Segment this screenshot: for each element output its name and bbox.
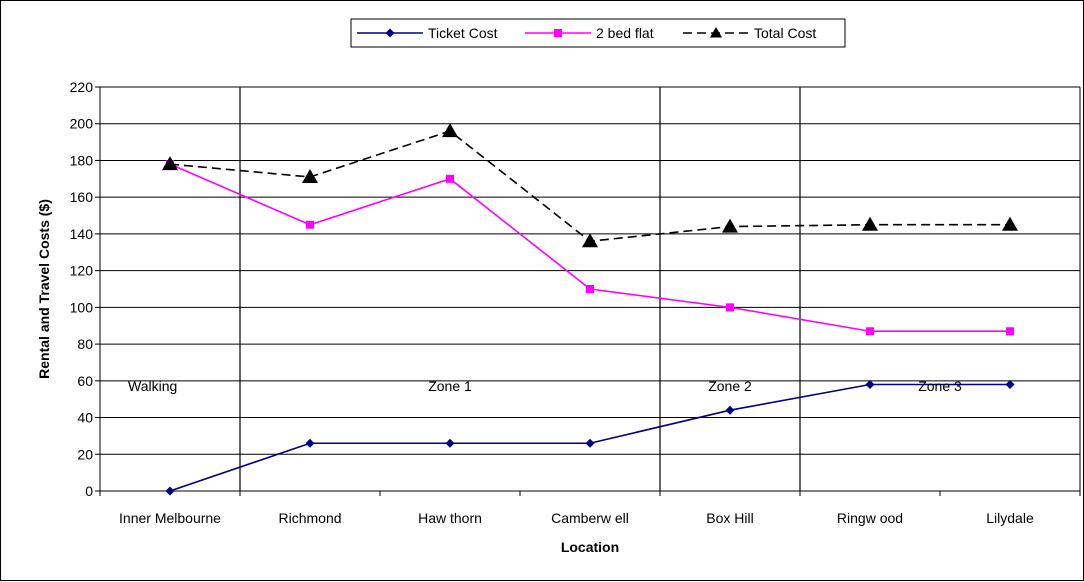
data-point (866, 327, 874, 336)
x-tick-label: Inner Melbourne (119, 510, 221, 526)
x-tick-label: Richmond (278, 510, 341, 526)
data-point (585, 438, 595, 448)
series-line (169, 130, 1010, 243)
data-point (582, 233, 598, 248)
legend-label: Ticket Cost (428, 25, 498, 41)
zone-label: Zone 2 (708, 378, 752, 394)
legend-label: Total Cost (754, 25, 816, 41)
data-point (162, 156, 178, 171)
y-axis-title: Rental and Travel Costs ($) (36, 199, 52, 379)
y-tick-label: 0 (85, 483, 93, 499)
zone-label: Walking (128, 378, 177, 394)
data-point (385, 28, 395, 38)
x-tick-label: Haw thorn (418, 510, 482, 526)
data-point (865, 379, 875, 389)
y-tick-label: 140 (70, 226, 94, 242)
y-tick-label: 160 (70, 189, 94, 205)
zone-label: Zone 1 (428, 378, 472, 394)
x-tick-label: Camberw ell (551, 510, 629, 526)
data-point (862, 216, 878, 231)
y-tick-label: 180 (70, 152, 94, 168)
x-tick-label: Ringw ood (837, 510, 903, 526)
data-point (1002, 216, 1018, 231)
data-point (305, 438, 315, 448)
data-point (710, 27, 722, 38)
x-tick-label: Lilydale (986, 510, 1034, 526)
legend-label: 2 bed flat (596, 25, 654, 41)
series-line (169, 163, 1010, 333)
legend: Ticket Cost 2 bed flat Total Cost (350, 18, 846, 48)
y-tick-label: 80 (77, 336, 93, 352)
data-point (306, 220, 314, 229)
labels: Walking Zone 1 Zone 2 Zone 3 Location Rental … (36, 199, 962, 555)
data-point (1005, 379, 1015, 389)
gridlines (100, 86, 1080, 455)
data-point (726, 303, 734, 312)
y-tick-label: 40 (77, 410, 93, 426)
y-tick-label: 200 (70, 116, 94, 132)
data-point (445, 438, 455, 448)
series (162, 123, 1018, 496)
y-tick-label: 20 (77, 446, 93, 462)
data-point (586, 285, 594, 293)
data-point (725, 405, 735, 415)
zone-label: Zone 3 (918, 378, 962, 394)
legend-box (350, 18, 846, 48)
x-tick-label: Box Hill (706, 510, 753, 526)
y-tick-label: 220 (70, 79, 94, 95)
data-point (722, 218, 738, 233)
x-axis-title: Location (561, 539, 619, 555)
axes: 0 20 40 60 80 100 120 140 160 180 200 220 Inner Melb… (70, 79, 1081, 526)
data-point (165, 486, 175, 496)
zone-dividers (239, 87, 801, 491)
y-tick-label: 120 (70, 263, 94, 279)
data-point (446, 174, 454, 183)
y-tick-label: 60 (77, 373, 93, 389)
data-point (442, 123, 458, 138)
data-point (554, 29, 562, 37)
data-point (302, 168, 318, 183)
data-point (1006, 327, 1014, 336)
series-line (169, 383, 1010, 492)
y-tick-label: 100 (70, 299, 94, 315)
